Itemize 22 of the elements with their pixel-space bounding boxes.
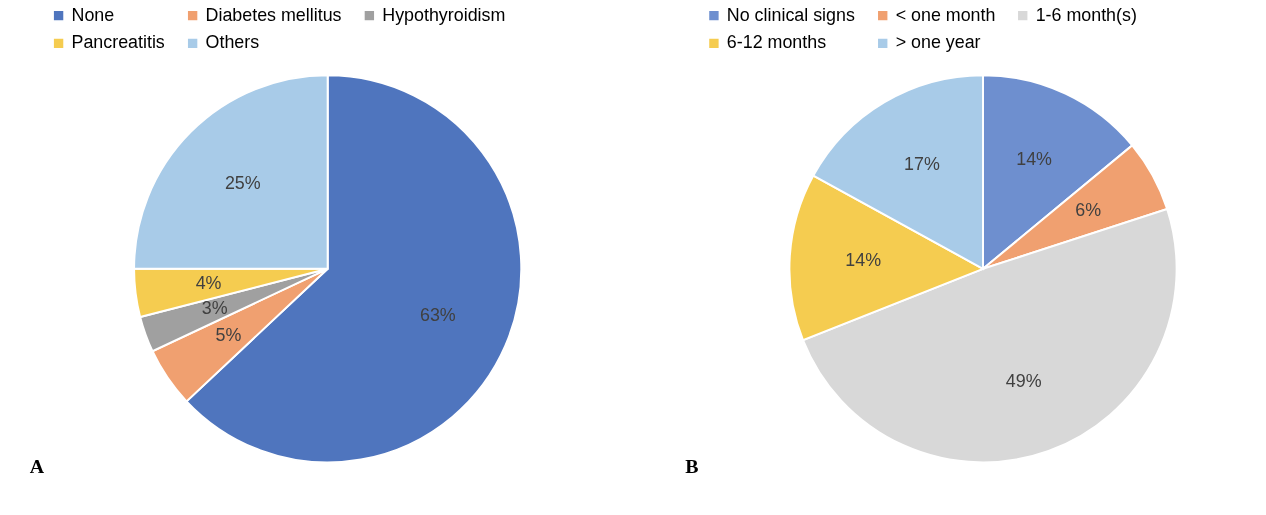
legend-label: Others — [205, 32, 260, 53]
legend-label: Pancreatitis — [71, 32, 165, 53]
legend-label: Hypothyroidism — [382, 4, 506, 25]
data-label: 17% — [904, 154, 940, 175]
legend-label: 6-12 months — [726, 32, 827, 53]
text: A — [29, 455, 45, 478]
data-label: 4% — [195, 272, 222, 293]
legend-label: > one year — [895, 32, 981, 53]
data-label: 25% — [224, 172, 261, 193]
data-label: 63% — [419, 305, 456, 326]
text: B — [685, 455, 699, 478]
legend-label: None — [71, 4, 115, 25]
data-label: 3% — [201, 298, 228, 319]
legend-label: No clinical signs — [726, 4, 855, 25]
legend-label: < one month — [895, 4, 996, 25]
legend-label: Diabetes mellitus — [205, 4, 342, 25]
data-label: 14% — [845, 250, 882, 271]
data-label: 6% — [1075, 199, 1102, 220]
data-label: 49% — [1005, 370, 1042, 391]
data-label: 5% — [215, 325, 242, 346]
legend-label: 1-6 month(s) — [1035, 4, 1137, 25]
data-label: 14% — [1016, 149, 1053, 170]
